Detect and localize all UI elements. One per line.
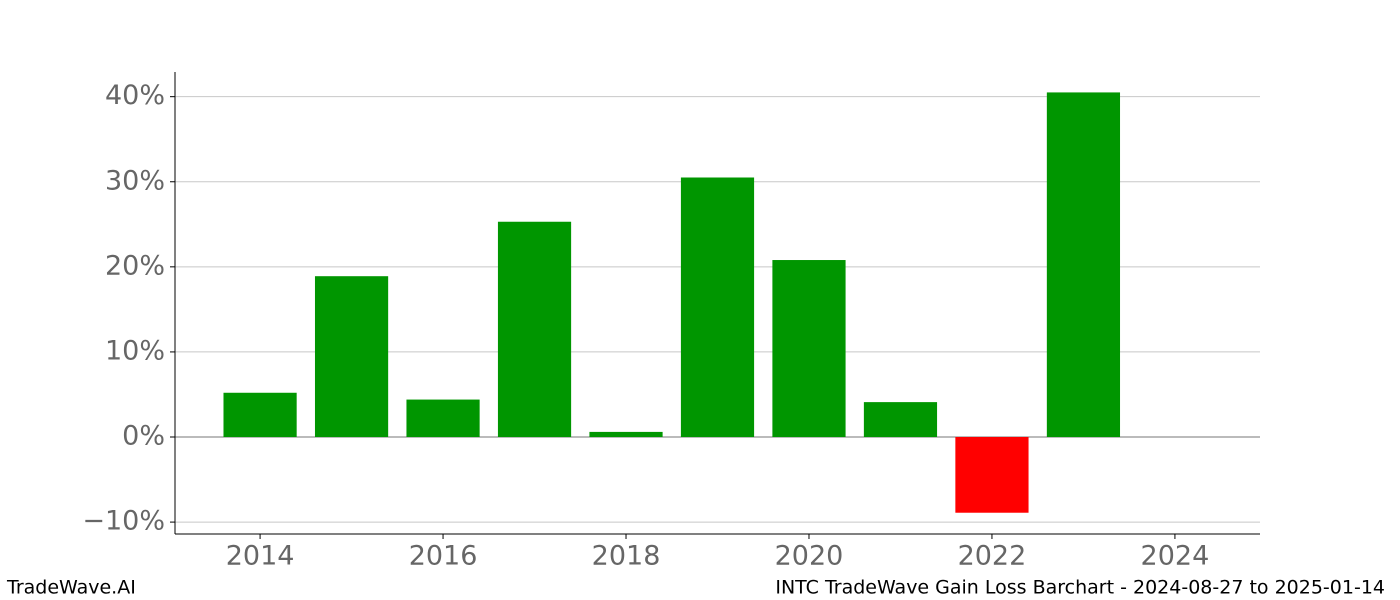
bar [863,402,938,438]
y-tick-label: 10% [105,335,165,366]
bar [406,399,480,438]
footer-right: INTC TradeWave Gain Loss Barchart - 2024… [775,577,1385,599]
x-tick-label: 2020 [775,541,844,572]
y-tick-label: 0% [122,421,165,452]
bar [589,431,663,438]
y-tick-label: −10% [82,506,165,537]
bar [223,392,297,438]
x-tick-label: 2024 [1141,541,1210,572]
bar [1046,92,1121,438]
bar [497,221,572,438]
y-tick-label: 20% [105,250,165,281]
x-tick-label: 2014 [226,541,295,572]
x-tick-label: 2016 [409,541,478,572]
bar [955,437,1029,513]
y-tick-label: 30% [105,165,165,196]
footer-left: TradeWave.AI [6,577,136,599]
bar [680,177,755,438]
bar [314,276,389,438]
y-tick-label: 40% [105,80,165,111]
x-tick-label: 2022 [958,541,1027,572]
bar [772,260,846,438]
x-tick-label: 2018 [592,541,661,572]
